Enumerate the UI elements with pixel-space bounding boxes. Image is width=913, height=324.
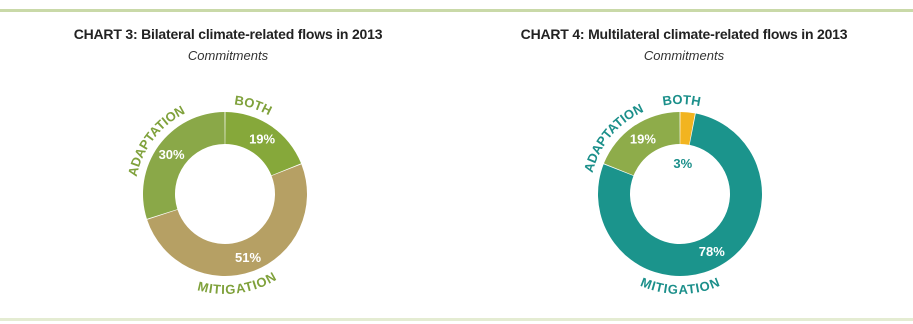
- donut-slice-mitigation: [598, 113, 762, 277]
- bottom-rule: [0, 318, 913, 321]
- data-label-both: 3%: [673, 156, 692, 171]
- donut-slice-adaptation: [143, 112, 225, 219]
- donut-slice-mitigation: [147, 164, 307, 276]
- data-label-adaptation: 30%: [159, 147, 185, 162]
- data-label-both: 19%: [249, 131, 275, 146]
- chart-3-panel: CHART 3: Bilateral climate-related flows…: [0, 12, 456, 318]
- top-rule: [0, 9, 913, 12]
- donut-slice-both: [680, 112, 695, 145]
- donut-slice-both: [225, 112, 302, 176]
- chart-4-panel: CHART 4: Multilateral climate-related fl…: [456, 12, 912, 318]
- donut-slice-adaptation: [603, 112, 680, 176]
- chart-4-title: CHART 4: Multilateral climate-related fl…: [520, 26, 848, 42]
- category-label-both: BOTH: [662, 92, 702, 109]
- data-label-mitigation: 51%: [235, 250, 261, 265]
- chart-4-subtitle: Commitments: [643, 48, 725, 63]
- data-label-adaptation: 19%: [630, 131, 656, 146]
- category-label-mitigation: MITIGATION: [639, 274, 722, 297]
- data-label-mitigation: 78%: [699, 244, 725, 259]
- chart-3-title: CHART 3: Bilateral climate-related flows…: [73, 26, 383, 42]
- chart-3-subtitle: Commitments: [187, 48, 269, 63]
